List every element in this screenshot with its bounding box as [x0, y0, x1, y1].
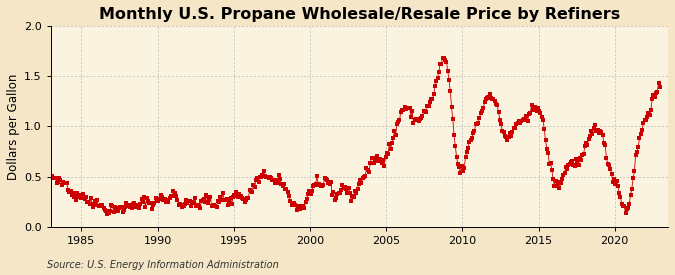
Y-axis label: Dollars per Gallon: Dollars per Gallon — [7, 73, 20, 180]
Title: Monthly U.S. Propane Wholesale/Resale Price by Refiners: Monthly U.S. Propane Wholesale/Resale Pr… — [99, 7, 620, 22]
Text: Source: U.S. Energy Information Administration: Source: U.S. Energy Information Administ… — [47, 260, 279, 270]
